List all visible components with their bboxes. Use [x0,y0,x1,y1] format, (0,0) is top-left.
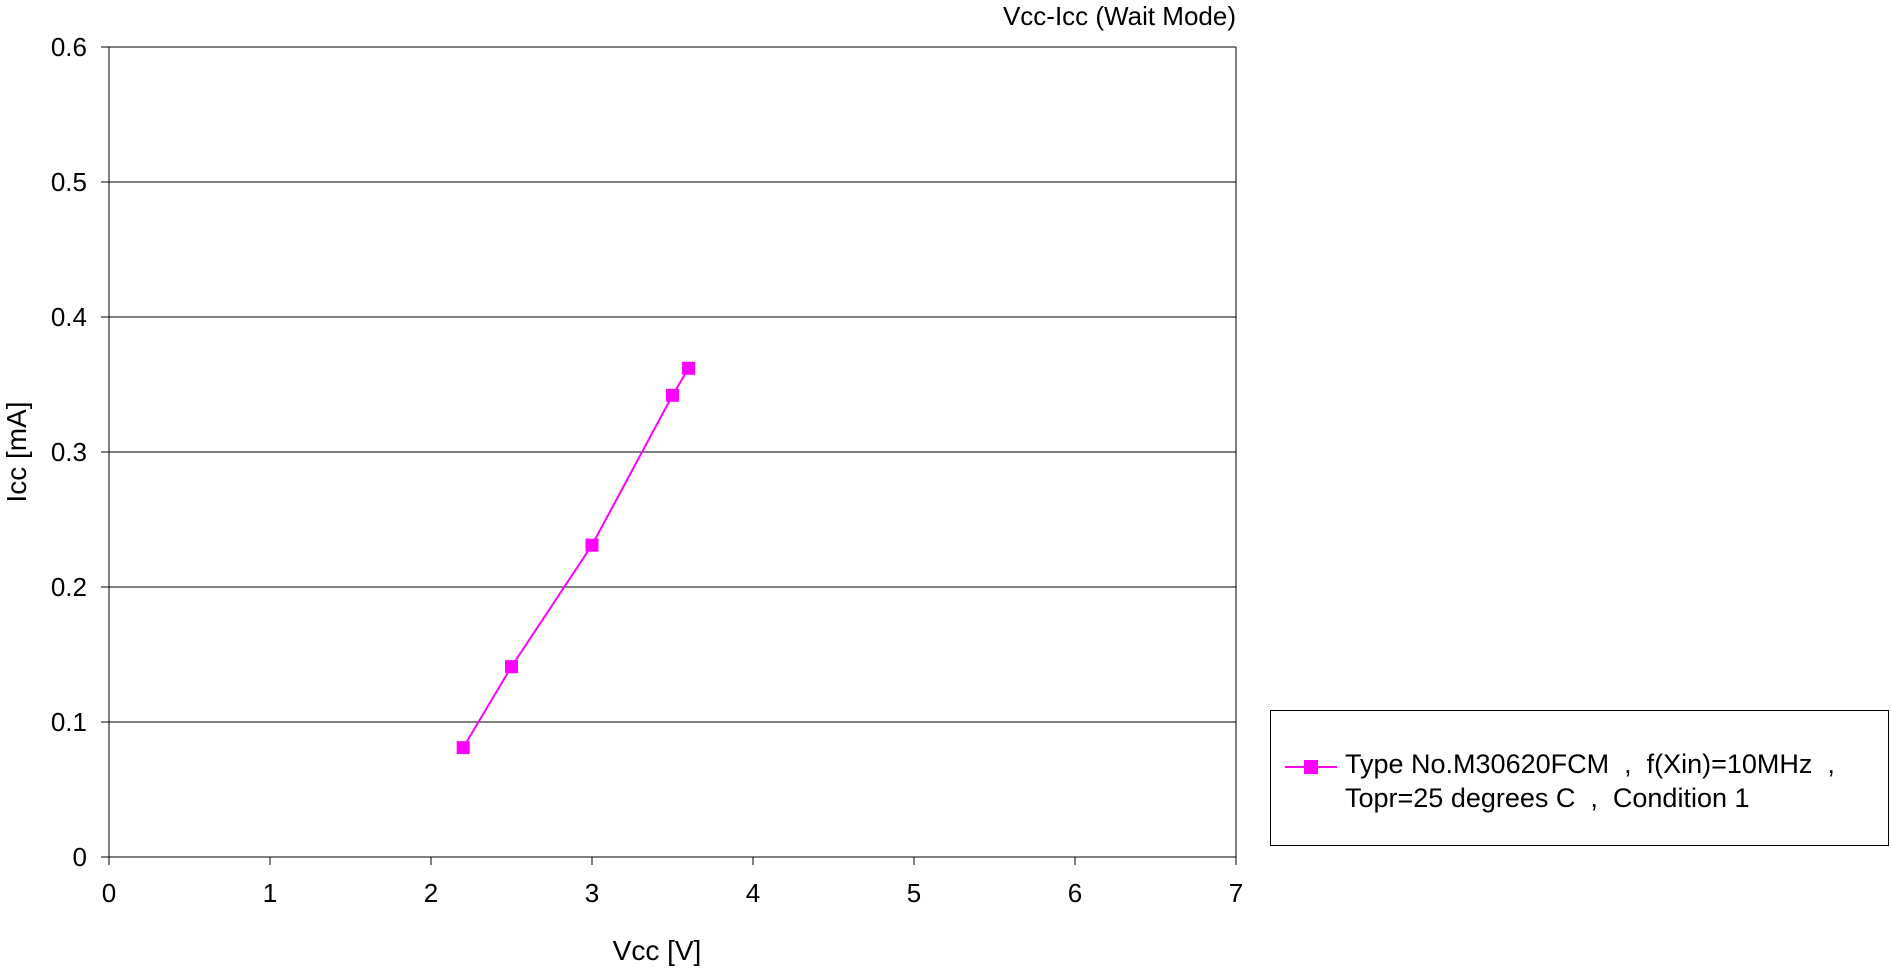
y-axis-label: Icc [mA] [1,401,32,502]
series-line [456,361,696,755]
x-tick-label: 6 [1068,878,1082,908]
legend-marker-icon [1285,760,1337,774]
x-tick-label: 1 [263,878,277,908]
x-tick-label: 0 [102,878,116,908]
x-axis-label: Vcc [V] [613,935,702,966]
x-tick-label: 2 [424,878,438,908]
axes [101,46,1237,865]
y-tick-label: 0 [73,842,87,872]
legend-label: Type No.M30620FCM , f(Xin)=10MHz , Topr=… [1345,749,1835,813]
x-tick-label: 5 [907,878,921,908]
data-point [456,741,470,755]
y-tick-label: 0.2 [51,572,87,602]
x-tick-label: 3 [585,878,599,908]
y-tick-label: 0.3 [51,437,87,467]
y-tick-label: 0.4 [51,302,87,332]
data-point [585,538,599,552]
grid-lines [109,46,1236,723]
y-tick-label: 0.1 [51,707,87,737]
y-tick-label: 0.6 [51,32,87,62]
legend: Type No.M30620FCM , f(Xin)=10MHz , Topr=… [1270,710,1889,846]
data-point [666,388,679,402]
data-point [505,660,518,674]
x-tick-label: 4 [746,878,760,908]
tick-labels: 0 0.1 0.2 0.3 0.4 0.5 0.6 0 1 2 3 4 5 6 7 [51,32,1243,908]
x-tick-label: 7 [1229,878,1243,908]
chart-title: Vcc-Icc (Wait Mode) [1003,1,1236,31]
data-point [682,361,696,375]
y-tick-label: 0.5 [51,167,87,197]
series-line-path [462,367,690,749]
